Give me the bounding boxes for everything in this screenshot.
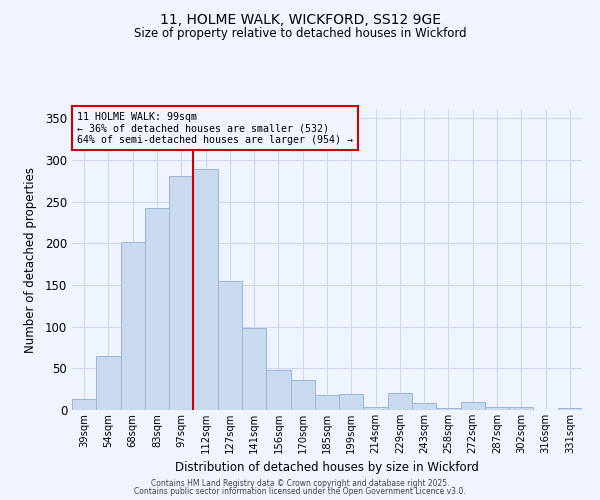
Bar [509,406,533,410]
Bar [242,328,266,410]
Bar [72,399,96,410]
Bar [436,408,461,410]
Text: Contains public sector information licensed under the Open Government Licence v3: Contains public sector information licen… [134,487,466,496]
Bar [364,406,388,410]
Bar [388,394,412,410]
Bar [193,169,218,410]
Bar [218,281,242,410]
Bar [485,406,509,410]
Text: 11, HOLME WALK, WICKFORD, SS12 9GE: 11, HOLME WALK, WICKFORD, SS12 9GE [160,12,440,26]
Text: 11 HOLME WALK: 99sqm
← 36% of detached houses are smaller (532)
64% of semi-deta: 11 HOLME WALK: 99sqm ← 36% of detached h… [77,112,353,144]
Bar [412,402,436,410]
Bar [339,394,364,410]
Bar [145,208,169,410]
Y-axis label: Number of detached properties: Number of detached properties [23,167,37,353]
Bar [290,380,315,410]
Bar [121,242,145,410]
Bar [461,402,485,410]
Bar [169,176,193,410]
X-axis label: Distribution of detached houses by size in Wickford: Distribution of detached houses by size … [175,462,479,474]
Bar [96,356,121,410]
Bar [266,370,290,410]
Text: Size of property relative to detached houses in Wickford: Size of property relative to detached ho… [134,28,466,40]
Bar [558,408,582,410]
Text: Contains HM Land Registry data © Crown copyright and database right 2025.: Contains HM Land Registry data © Crown c… [151,478,449,488]
Bar [315,395,339,410]
